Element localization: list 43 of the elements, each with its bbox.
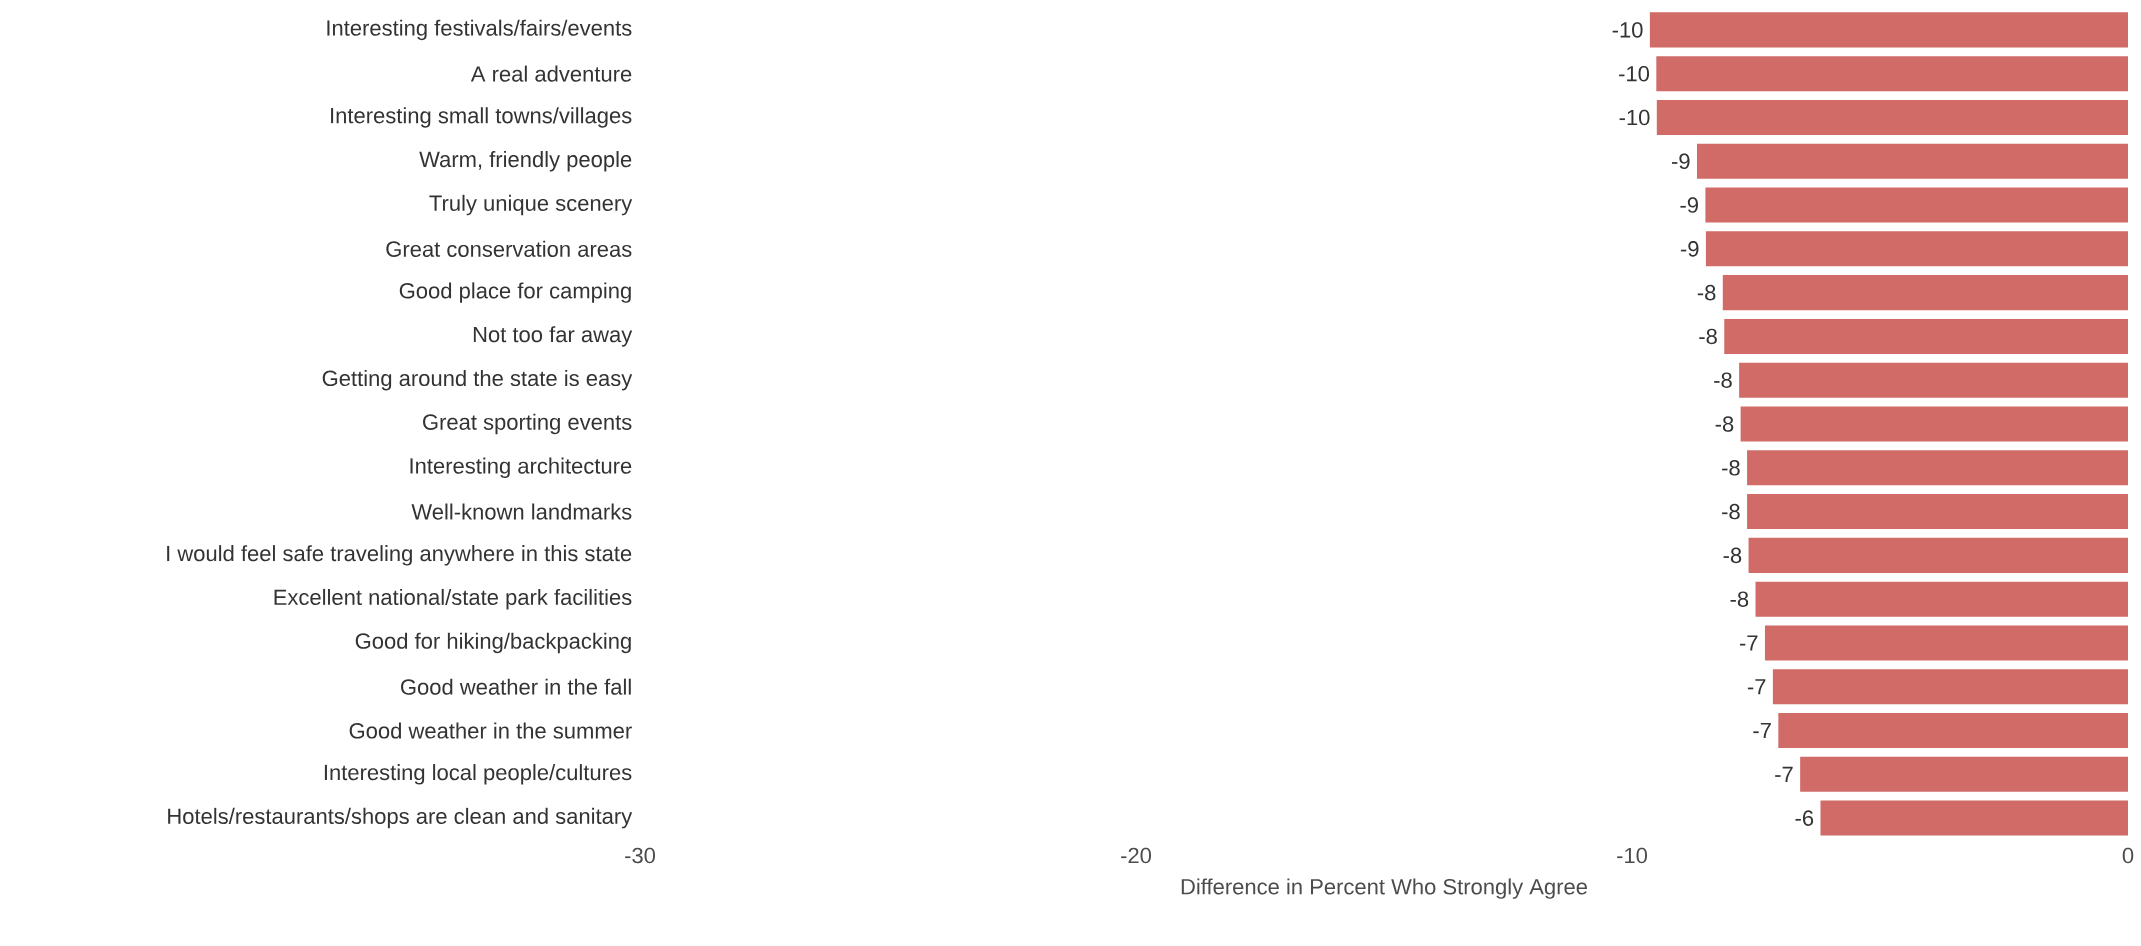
data-label: -10: [1619, 65, 1650, 82]
y-tick-label: Warm, friendly people: [419, 151, 632, 172]
y-tick-label: Good weather in the fall: [401, 678, 631, 695]
y-tick-label: Well-known landmarks: [411, 503, 632, 520]
x-tick-label: -30: [625, 847, 656, 864]
y-tick-label: Hotels/restaurants/shops are clean and sanitary: [168, 807, 633, 829]
x-axis-title: Difference in Percent Who Strongly Agree: [1181, 878, 1587, 899]
x-tick-label: -20: [1121, 847, 1152, 864]
x-tick-label: 0: [2122, 847, 2134, 864]
data-label: -8: [1699, 328, 1717, 345]
y-tick-label: Interesting local people/cultures: [324, 764, 632, 785]
data-label: -7: [1753, 722, 1771, 739]
y-tick-label: Great conservation areas: [386, 240, 632, 257]
y-tick-label: Excellent national/state park facilities: [274, 588, 632, 610]
data-label: -6: [1795, 810, 1814, 826]
data-label: -10: [1612, 22, 1643, 38]
data-label: -8: [1722, 503, 1740, 520]
data-label: -8: [1715, 416, 1734, 432]
data-label: -7: [1739, 635, 1758, 651]
data-label: -9: [1672, 153, 1690, 170]
data-label: -8: [1722, 460, 1740, 476]
y-tick-label: Great sporting events: [423, 413, 632, 435]
data-label: -8: [1723, 547, 1742, 564]
y-tick-label: Not too far away: [473, 326, 633, 347]
data-label: -9: [1680, 197, 1698, 213]
y-tick-label: Interesting architecture: [410, 457, 632, 479]
y-tick-label: Interesting small towns/villages: [331, 107, 632, 128]
y-tick-label: Good weather in the summer: [349, 722, 632, 739]
data-label: -7: [1775, 766, 1793, 782]
x-tick-label: -10: [1617, 847, 1648, 864]
y-tick-label: Interesting festivals/fairs/events: [327, 19, 632, 41]
y-tick-label: Good for hiking/backpacking: [355, 632, 631, 654]
y-tick-label: I would feel safe traveling anywhere in this state: [167, 545, 632, 566]
y-tick-label: Truly unique scenery: [429, 194, 633, 216]
data-label: -8: [1730, 591, 1749, 607]
data-label: -7: [1747, 679, 1766, 695]
data-label: -9: [1680, 241, 1699, 257]
y-tick-label: A real adventure: [470, 65, 632, 82]
data-label: -10: [1619, 109, 1650, 126]
y-tick-label: Good place for camping: [399, 282, 631, 303]
data-label: -8: [1697, 284, 1716, 301]
y-tick-label: Getting around the state is easy: [322, 369, 633, 391]
data-label: -8: [1714, 372, 1732, 388]
